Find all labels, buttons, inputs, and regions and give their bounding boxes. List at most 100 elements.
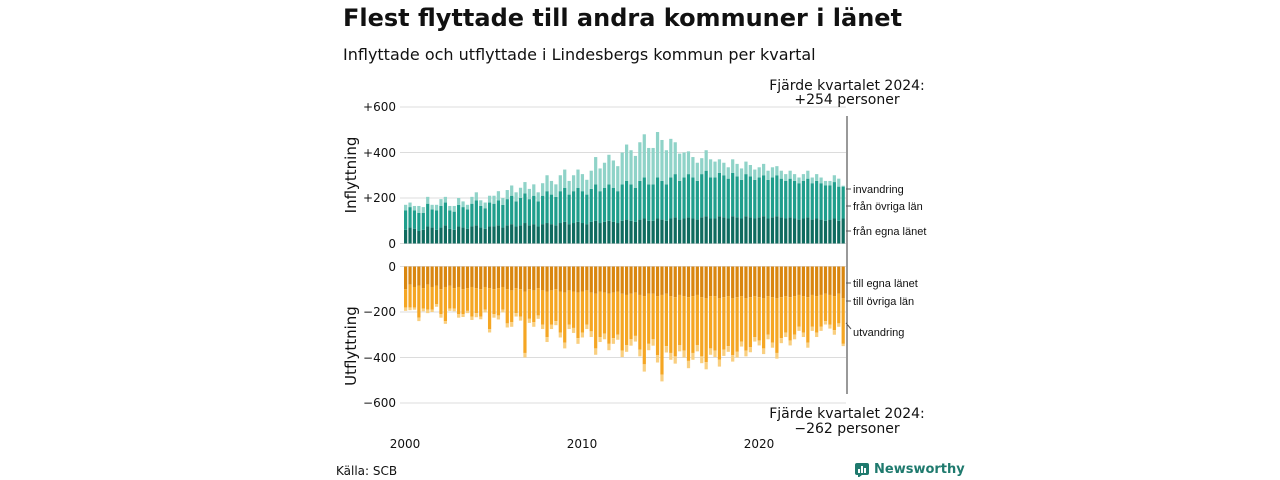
bar-in-2-98 <box>837 178 841 187</box>
bar-ut-0-10 <box>448 266 452 286</box>
bar-ut-2-79 <box>753 337 757 342</box>
bar-in-0-82 <box>766 218 770 244</box>
bar-ut-2-88 <box>792 334 797 340</box>
bar-in-2-19 <box>487 195 492 203</box>
bar-in-1-32 <box>545 191 549 224</box>
bar-in-2-7 <box>434 204 439 211</box>
bar-ut-0-22 <box>501 266 505 287</box>
bar-ut-1-29 <box>532 290 536 323</box>
bar-ut-1-76 <box>739 296 744 342</box>
bar-in-1-82 <box>766 179 770 219</box>
bar-ut-2-16 <box>474 313 478 318</box>
bar-ut-2-25 <box>514 313 518 317</box>
bar-ut-2-38 <box>571 327 576 333</box>
bar-ut-1-94 <box>819 294 823 327</box>
bar-ut-2-83 <box>770 342 775 348</box>
series-label-utvandring: utvandring <box>853 327 904 339</box>
callout-in-line2: +254 personer <box>794 92 900 108</box>
bar-ut-2-72 <box>722 349 726 356</box>
bar-ut-2-29 <box>532 322 536 327</box>
bar-ut-2-3 <box>417 317 421 322</box>
bar-ut-0-66 <box>695 266 699 295</box>
bar-ut-0-95 <box>823 266 828 294</box>
bar-ut-0-24 <box>510 266 514 291</box>
series-label-fran-ovriga-lan: från övriga län <box>853 201 923 213</box>
bar-in-1-47 <box>611 187 615 222</box>
bar-in-2-93 <box>815 174 819 181</box>
bar-ut-0-19 <box>487 266 492 289</box>
bar-in-0-9 <box>443 225 447 244</box>
bar-in-2-29 <box>532 184 536 196</box>
bar-ut-2-43 <box>594 348 598 355</box>
bar-in-2-5 <box>426 196 430 204</box>
bar-in-0-60 <box>669 218 673 244</box>
bar-ut-2-91 <box>806 342 810 348</box>
bar-ut-2-62 <box>678 344 682 352</box>
bar-ut-0-2 <box>412 266 417 287</box>
bar-in-1-84 <box>775 175 779 217</box>
bar-ut-2-2 <box>412 307 417 310</box>
bar-in-2-26 <box>518 187 523 198</box>
source-note: Källa: SCB <box>336 464 398 478</box>
bar-in-0-80 <box>757 217 761 244</box>
bar-in-2-69 <box>708 159 713 178</box>
bar-ut-2-1 <box>408 307 412 311</box>
bar-ut-1-52 <box>633 292 638 336</box>
bar-ut-2-18 <box>483 309 487 313</box>
bar-ut-1-15 <box>470 286 474 317</box>
chart-title: Flest flyttade till andra kommuner i län… <box>343 4 903 32</box>
bar-in-1-49 <box>620 184 624 221</box>
bar-in-1-16 <box>474 200 478 226</box>
bar-in-1-14 <box>465 209 470 229</box>
brand-logo: Newsworthy <box>855 462 965 477</box>
bar-in-1-66 <box>695 180 699 220</box>
bar-ut-1-36 <box>563 292 567 343</box>
bar-ut-1-78 <box>748 297 752 348</box>
bar-in-2-40 <box>580 174 585 192</box>
bar-ut-0-43 <box>594 266 598 294</box>
series-label-fran-egna-lanet: från egna länet <box>853 226 926 238</box>
bar-in-0-19 <box>487 226 492 244</box>
bar-ut-2-86 <box>784 332 788 338</box>
ylabel-inflyttning: Inflyttning <box>342 137 360 214</box>
bar-ut-2-10 <box>448 308 452 311</box>
bar-in-2-85 <box>779 170 783 179</box>
bar-ut-2-41 <box>585 324 589 330</box>
bar-in-2-43 <box>594 157 598 185</box>
bar-in-2-80 <box>757 167 761 178</box>
bar-in-1-86 <box>784 180 788 219</box>
bar-ut-0-29 <box>532 266 536 291</box>
bar-ut-2-80 <box>757 340 761 346</box>
bar-ut-0-85 <box>779 266 783 298</box>
bar-in-1-15 <box>470 203 474 227</box>
bar-ut-2-23 <box>505 323 509 328</box>
bar-ut-2-56 <box>651 339 655 346</box>
bar-ut-0-4 <box>421 266 425 289</box>
bar-in-2-77 <box>744 161 748 175</box>
bar-in-1-12 <box>457 204 461 227</box>
bar-ut-2-13 <box>461 314 465 317</box>
bar-ut-0-15 <box>470 266 474 287</box>
bar-ut-0-62 <box>678 266 682 295</box>
bar-ut-0-84 <box>775 266 779 299</box>
bar-in-2-49 <box>620 152 624 185</box>
bar-in-0-18 <box>483 228 487 244</box>
bar-ut-0-99 <box>841 266 845 299</box>
bar-ut-2-42 <box>589 331 593 338</box>
bar-ut-1-6 <box>430 286 434 310</box>
series-label-invandring: invandring <box>853 184 904 196</box>
bar-ut-2-14 <box>465 310 470 314</box>
callout-ut-line1: Fjärde kvartalet 2024: <box>769 406 925 422</box>
bar-ut-0-46 <box>607 266 611 294</box>
bar-ut-1-92 <box>810 294 814 327</box>
ytick-ut-400: −400 <box>363 351 396 365</box>
bar-ut-2-69 <box>708 348 713 355</box>
bar-ut-0-86 <box>784 266 788 297</box>
bar-in-0-83 <box>770 217 775 244</box>
bar-in-0-47 <box>611 221 615 244</box>
bar-in-0-84 <box>775 216 779 244</box>
bar-ut-2-27 <box>523 352 527 358</box>
bar-in-0-37 <box>567 224 571 244</box>
bar-ut-0-9 <box>443 266 447 287</box>
bar-ut-0-12 <box>457 266 461 287</box>
